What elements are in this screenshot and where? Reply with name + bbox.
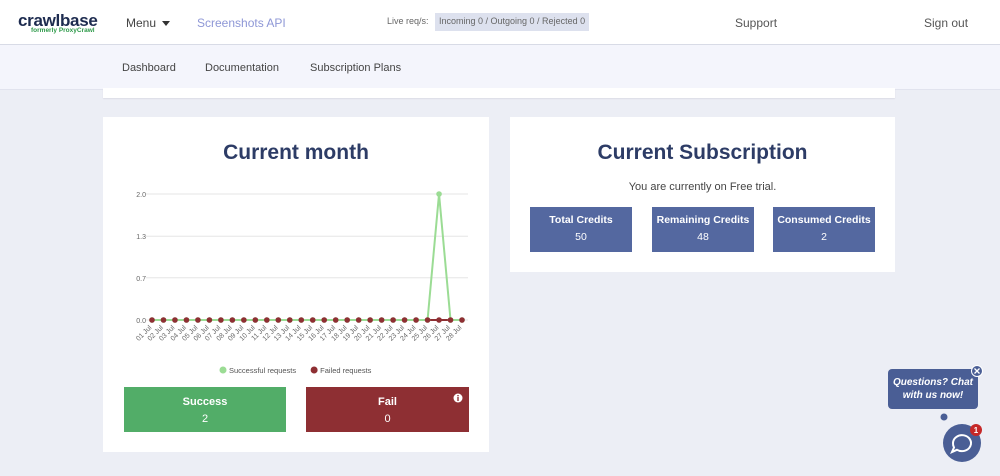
card-edge <box>103 88 895 98</box>
data-point <box>264 317 270 323</box>
data-point <box>309 317 316 323</box>
y-tick-label: 2.0 <box>136 192 146 199</box>
credit-box: Remaining Credits 48 <box>652 207 754 252</box>
chat-badge: 1 <box>974 426 979 435</box>
data-point <box>332 317 339 323</box>
data-point <box>459 317 465 323</box>
credit-label: Total Credits <box>549 214 613 226</box>
subscription-card: Current Subscription You are currently o… <box>510 117 895 272</box>
fail-label: Fail <box>378 396 397 408</box>
data-point <box>206 317 213 323</box>
series-line <box>152 193 462 321</box>
success-label: Success <box>182 396 228 408</box>
success-box: Success 2 <box>124 387 286 432</box>
tab[interactable]: Dashboard <box>106 62 192 90</box>
data-point <box>321 317 328 323</box>
data-point <box>241 317 247 323</box>
live-status: Incoming 0 / Outgoing 0 / Rejected 0 <box>435 13 590 31</box>
data-point <box>390 317 396 323</box>
data-point <box>298 317 305 323</box>
current-month-card: Current month Success 2 Fail 0 <box>103 117 489 452</box>
data-point <box>436 191 442 197</box>
data-point <box>413 317 419 323</box>
data-point <box>367 317 373 323</box>
data-point <box>252 317 259 323</box>
chat-widget[interactable]: 1 <box>925 364 995 474</box>
data-point <box>160 317 167 323</box>
live-label: Live req/s: <box>387 16 429 26</box>
legend-label: Failed requests <box>320 366 372 375</box>
fail-value: 0 <box>384 413 391 425</box>
data-point <box>172 317 178 323</box>
legend-label: Successful requests <box>229 366 296 375</box>
data-point <box>378 317 385 323</box>
legend-marker <box>310 366 318 374</box>
data-point <box>183 317 190 323</box>
data-point <box>229 317 236 323</box>
credit-box: Total Credits 50 <box>530 207 632 252</box>
y-tick-label: 0.7 <box>136 276 146 283</box>
credit-label: Remaining Credits <box>656 214 750 226</box>
y-tick-label: 1.3 <box>136 234 146 241</box>
data-point <box>355 317 362 323</box>
data-point <box>344 317 350 323</box>
data-point <box>218 317 224 323</box>
info-icon[interactable] <box>453 393 463 403</box>
data-point <box>401 317 408 323</box>
logo-subtitle: formerly ProxyCrawl <box>31 27 95 34</box>
support-link[interactable]: Support <box>735 16 778 30</box>
fail-box: Fail 0 <box>306 387 469 432</box>
menu-caret <box>162 21 171 26</box>
top-bar: crawlbase formerly ProxyCrawl Menu Scree… <box>0 0 1000 45</box>
credit-value: 2 <box>821 231 827 243</box>
data-point <box>447 317 454 323</box>
card-title: Current Subscription <box>597 141 808 164</box>
legend-marker <box>219 366 227 374</box>
logo[interactable]: crawlbase <box>18 11 98 30</box>
data-point <box>195 317 201 323</box>
data-point <box>436 317 442 323</box>
data-point <box>424 317 431 323</box>
y-tick-label: 0.0 <box>136 318 146 325</box>
credit-value: 48 <box>697 231 709 243</box>
credit-label: Consumed Credits <box>777 214 871 226</box>
credit-value: 50 <box>575 231 587 243</box>
product-link[interactable]: Screenshots API <box>197 16 286 30</box>
success-value: 2 <box>201 413 209 425</box>
trial-note: You are currently on Free trial. <box>628 181 777 193</box>
menu-label[interactable]: Menu <box>126 16 157 30</box>
credit-box: Consumed Credits 2 <box>773 207 875 252</box>
card-title: Current month <box>223 141 369 164</box>
menu[interactable]: Menu <box>126 16 171 30</box>
data-point <box>275 317 282 323</box>
tab-bar: Dashboard Documentation Subscription Pla… <box>0 45 1000 90</box>
chat-bubble[interactable]: Questions? Chat with us now! <box>888 369 978 409</box>
data-point <box>149 317 155 323</box>
tab[interactable]: Subscription Plans <box>310 62 402 74</box>
tab[interactable]: Documentation <box>205 62 279 74</box>
sign-out-link[interactable]: Sign out <box>924 16 969 30</box>
data-point <box>286 317 293 323</box>
